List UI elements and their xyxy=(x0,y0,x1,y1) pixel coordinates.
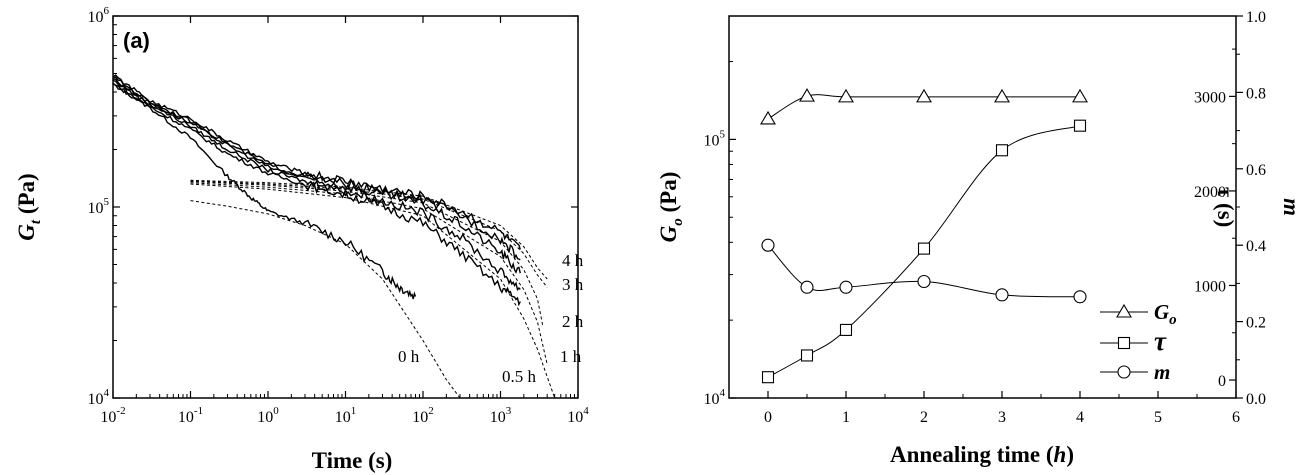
series-line-4h xyxy=(112,74,521,250)
right-axis-ticks: 0 1 2 3 4 5 6 104 105 0 1000 2000 3000 0.0 0.2 0.4 0.6 0.… xyxy=(704,9,1267,426)
m-axis-label-text: m xyxy=(1279,198,1302,216)
right-xlabel-end: ) xyxy=(1066,442,1074,467)
m-tick-label-1: 0.2 xyxy=(1246,315,1266,332)
tau-axis-label: τ (s) xyxy=(1213,187,1238,228)
svg-text:Go (Pa): Go (Pa) xyxy=(656,172,686,243)
right-ylabel-unit: (Pa) xyxy=(656,172,681,219)
right-x-axis-label: Annealing time (h) xyxy=(890,442,1074,467)
legend-marker-circle xyxy=(1117,365,1131,379)
legend-label-triangle: Go xyxy=(1154,300,1177,328)
curve-label-2h: 2 h xyxy=(562,312,584,331)
series-line-2h xyxy=(112,78,521,274)
right-series xyxy=(760,88,1088,384)
circle-marker-4 xyxy=(995,288,1009,302)
curve-label-4h: 4 h xyxy=(562,251,584,270)
left-x-axis-label: Time (s) xyxy=(312,448,393,473)
panel-label: (a) xyxy=(123,28,150,53)
legend-marker-triangle xyxy=(1116,303,1132,318)
m-tick-label-2: 0.4 xyxy=(1246,238,1266,255)
triangle-marker-4 xyxy=(994,88,1010,103)
square-marker-4 xyxy=(995,144,1009,157)
fit-line-0h xyxy=(190,200,461,399)
left-x-tick-label-0: 10-2 xyxy=(100,405,125,426)
tau-tick-label-3: 3000 xyxy=(1194,89,1226,106)
left-x-tick-label-2: 100 xyxy=(257,405,279,426)
square-marker-0 xyxy=(761,371,775,384)
circle-marker-2 xyxy=(839,280,853,294)
tau-axis-label-text: τ (s) xyxy=(1213,187,1238,228)
left-panel: 10-2 10-1 100 101 102 103 104 104 105 106 0 h 0.5 … xyxy=(14,5,589,473)
left-x-tick-label-1: 10-1 xyxy=(178,405,203,426)
curve-label-0h: 0 h xyxy=(398,347,420,366)
tau-tick-label-2: 2000 xyxy=(1194,184,1226,201)
circle-marker-1 xyxy=(800,280,814,294)
m-tick-label-5: 1.0 xyxy=(1246,9,1266,26)
series-line-1h xyxy=(112,79,521,292)
right-x-tick-label-4: 4 xyxy=(1076,409,1084,426)
left-x-tick-label-5: 103 xyxy=(490,405,512,426)
fit-line-2h xyxy=(190,181,544,326)
fit-line-4h xyxy=(190,179,548,280)
left-y-tick-label-1: 105 xyxy=(88,196,110,217)
square-marker-1 xyxy=(800,349,814,362)
curve-label-1h: 1 h xyxy=(560,347,582,366)
right-xlabel-main: Annealing time ( xyxy=(890,442,1054,467)
legend-label-square: τ xyxy=(1154,326,1167,356)
legend-label-circle: m xyxy=(1154,360,1170,384)
m-tick-label-0: 0.0 xyxy=(1246,391,1266,408)
left-ylabel-unit: (Pa) xyxy=(14,173,39,220)
square-marker-5 xyxy=(1073,119,1087,132)
left-axis-ticks: 10-2 10-1 100 101 102 103 104 104 105 106 xyxy=(88,5,590,426)
right-x-tick-label-6: 6 xyxy=(1232,409,1240,426)
right-left-y-tick-label-1: 105 xyxy=(704,128,726,149)
triangle-marker-5 xyxy=(1072,88,1088,103)
right-x-tick-label-3: 3 xyxy=(998,409,1006,426)
left-ylabel-sub: t xyxy=(28,219,44,224)
fit-line-3h xyxy=(190,180,548,288)
left-y-tick-label-0: 104 xyxy=(88,387,110,408)
left-plot-frame xyxy=(112,15,579,399)
circle-marker-5 xyxy=(1073,290,1087,304)
m-tick-label-4: 0.8 xyxy=(1246,85,1266,102)
series-line-3h xyxy=(112,76,521,261)
right-left-y-tick-label-0: 104 xyxy=(704,387,726,408)
fit-line-0.5h xyxy=(190,183,556,399)
svg-text:Gt (Pa): Gt (Pa) xyxy=(14,173,44,240)
left-x-tick-label-4: 102 xyxy=(412,405,434,426)
right-x-tick-label-5: 5 xyxy=(1154,409,1162,426)
fit-line-1h xyxy=(190,182,548,365)
left-y-tick-label-2: 106 xyxy=(88,5,110,26)
m-axis-label: m xyxy=(1279,198,1302,216)
curve-label-0.5h: 0.5 h xyxy=(502,367,537,386)
triangle-marker-3 xyxy=(916,88,932,103)
right-x-tick-label-1: 1 xyxy=(842,409,850,426)
square-marker-3 xyxy=(917,242,931,255)
square-marker-2 xyxy=(839,323,853,336)
right-x-tick-label-2: 2 xyxy=(920,409,928,426)
right-left-y-axis-label: Go (Pa) xyxy=(656,172,686,243)
triangle-marker-1 xyxy=(799,88,815,102)
triangle-marker-0 xyxy=(760,110,776,125)
right-ylabel-sub: o xyxy=(670,218,686,226)
triangle-marker-2 xyxy=(838,88,854,103)
curve-label-3h: 3 h xyxy=(562,275,584,294)
right-panel: 0 1 2 3 4 5 6 104 105 0 1000 2000 3000 0.0 0.2 0.4 0.6 0.… xyxy=(656,9,1302,467)
left-x-tick-label-6: 104 xyxy=(567,405,589,426)
tau-tick-label-0: 0 xyxy=(1218,373,1226,390)
circle-marker-3 xyxy=(917,274,931,289)
left-series: 0 h 0.5 h 1 h 2 h 3 h 4 h xyxy=(112,74,584,399)
circle-marker-0 xyxy=(761,238,775,252)
left-x-tick-label-3: 101 xyxy=(335,405,357,426)
series-line-0h xyxy=(112,82,417,300)
left-ylabel-main: G xyxy=(14,224,39,241)
tau-tick-label-1: 1000 xyxy=(1194,278,1226,295)
legend-marker-square xyxy=(1117,336,1131,350)
right-xlabel-italic: h xyxy=(1054,442,1067,467)
left-y-axis-label: Gt (Pa) xyxy=(14,173,44,240)
m-tick-label-3: 0.6 xyxy=(1246,162,1266,179)
right-ylabel-main: G xyxy=(656,225,681,242)
right-x-tick-label-0: 0 xyxy=(764,409,772,426)
